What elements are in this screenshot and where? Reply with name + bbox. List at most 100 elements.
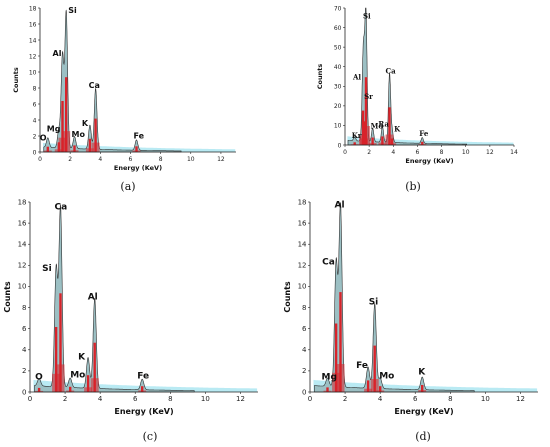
y-tick-label: 8 — [22, 304, 26, 312]
y-tick-label: 16 — [18, 219, 27, 227]
element-label-al: Al — [88, 292, 98, 302]
peak-marker-si — [65, 77, 68, 152]
peak-marker-si — [373, 345, 376, 392]
y-tick-label: 6 — [302, 325, 307, 333]
element-label-o: O — [40, 133, 47, 142]
element-label-mo: Mo — [371, 121, 384, 130]
x-axis-label: Energy (KeV) — [114, 407, 173, 416]
caption-c: (c) — [143, 430, 158, 443]
element-label-mg: Mg — [47, 124, 61, 133]
peak-base-o — [43, 150, 52, 152]
y-tick-label: 2 — [33, 133, 37, 140]
x-tick-label: 6 — [416, 149, 420, 156]
element-label-fe: Fe — [356, 361, 368, 371]
y-tick-label: 10 — [29, 69, 37, 76]
element-label-si: Si — [68, 6, 77, 15]
element-label-k: K — [418, 367, 426, 377]
x-tick-label: 8 — [168, 395, 172, 403]
x-tick-label: 8 — [440, 149, 444, 156]
element-label-kr: Kr — [352, 131, 362, 140]
peak-marker-o — [46, 146, 49, 152]
y-tick-label: 8 — [302, 304, 306, 312]
y-tick-label: 30 — [334, 84, 342, 91]
y-tick-label: 0 — [302, 388, 306, 396]
y-tick-label: 40 — [334, 64, 342, 71]
x-tick-label: 4 — [98, 156, 102, 163]
x-tick-label: 4 — [391, 149, 395, 156]
element-label-fe: Fe — [419, 129, 429, 138]
y-tick-label: 14 — [29, 37, 37, 44]
peak-marker-ca — [94, 118, 97, 152]
peak-marker-mg — [326, 387, 329, 392]
element-label-ca: Ca — [322, 257, 335, 267]
peak-marker-ca — [334, 323, 338, 392]
y-tick-label: 18 — [298, 198, 307, 206]
peak-base-si — [62, 131, 71, 152]
element-label-k: K — [82, 119, 89, 128]
caption-a: (a) — [120, 180, 135, 193]
peak-base-mg — [323, 390, 332, 392]
y-axis-label: Counts — [316, 64, 324, 90]
y-tick-label: 0 — [33, 149, 37, 156]
y-tick-label: 4 — [22, 346, 27, 354]
x-tick-label: 0 — [343, 149, 347, 156]
spectrum-envelope — [347, 7, 467, 146]
peak-marker-al — [339, 292, 342, 392]
x-tick-label: 0 — [38, 156, 42, 163]
x-axis-label: Energy (KeV) — [394, 407, 453, 416]
x-axis-label: Energy (KeV) — [405, 157, 453, 165]
element-label-si: Si — [42, 264, 52, 274]
peak-marker-fe — [135, 146, 138, 152]
peak-base-ca — [91, 142, 100, 152]
peak-base-fe — [364, 388, 373, 392]
y-tick-label: 16 — [29, 21, 37, 28]
x-tick-label: 10 — [462, 149, 470, 156]
x-tick-label: 10 — [187, 156, 195, 163]
element-label-si: Si — [369, 298, 379, 308]
element-label-mo: Mo — [70, 371, 85, 381]
peak-base-al — [336, 364, 345, 392]
x-tick-label: 12 — [486, 149, 494, 156]
y-tick-label: 6 — [22, 325, 27, 333]
element-label-al: Al — [352, 72, 361, 81]
peak-base-mo — [368, 142, 377, 145]
caption-d: (d) — [415, 430, 431, 443]
element-label-ra: Ra — [378, 119, 389, 128]
caption-b: (b) — [405, 180, 421, 193]
y-tick-label: 20 — [334, 103, 342, 110]
y-tick-label: 2 — [302, 367, 306, 375]
peak-marker-al — [93, 342, 96, 392]
peak-marker-k — [390, 138, 394, 145]
y-tick-label: 12 — [18, 262, 27, 270]
y-tick-label: 10 — [298, 283, 307, 291]
peak-marker-ca — [59, 293, 62, 392]
element-label-fe: Fe — [134, 132, 145, 141]
peak-marker-fe — [421, 141, 424, 145]
element-label-ca: Ca — [55, 203, 68, 213]
spectrum-envelope — [43, 9, 182, 153]
y-tick-label: 12 — [29, 53, 37, 60]
peak-marker-mo — [379, 386, 382, 392]
x-axis-label: Energy (KeV) — [114, 164, 162, 172]
x-tick-label: 6 — [413, 395, 418, 403]
peak-base-fe — [132, 150, 141, 152]
x-tick-label: 10 — [201, 395, 210, 403]
peak-marker-ca — [388, 107, 391, 145]
peak-base-mo — [66, 390, 75, 392]
y-tick-label: 4 — [302, 346, 307, 354]
x-tick-label: 10 — [481, 395, 490, 403]
x-tick-label: 6 — [133, 395, 138, 403]
element-label-k: K — [78, 352, 86, 362]
element-label-mo: Mo — [72, 130, 86, 139]
x-tick-label: 2 — [367, 149, 371, 156]
peak-base-al — [90, 378, 99, 392]
y-tick-label: 0 — [338, 142, 342, 149]
spectrum-envelope — [314, 202, 475, 393]
peak-marker-fe — [366, 380, 370, 392]
y-tick-label: 8 — [33, 85, 37, 92]
y-axis-label: Counts — [283, 281, 292, 313]
y-tick-label: 10 — [334, 123, 342, 130]
element-label-k: K — [394, 124, 401, 133]
y-tick-label: 70 — [334, 5, 342, 12]
